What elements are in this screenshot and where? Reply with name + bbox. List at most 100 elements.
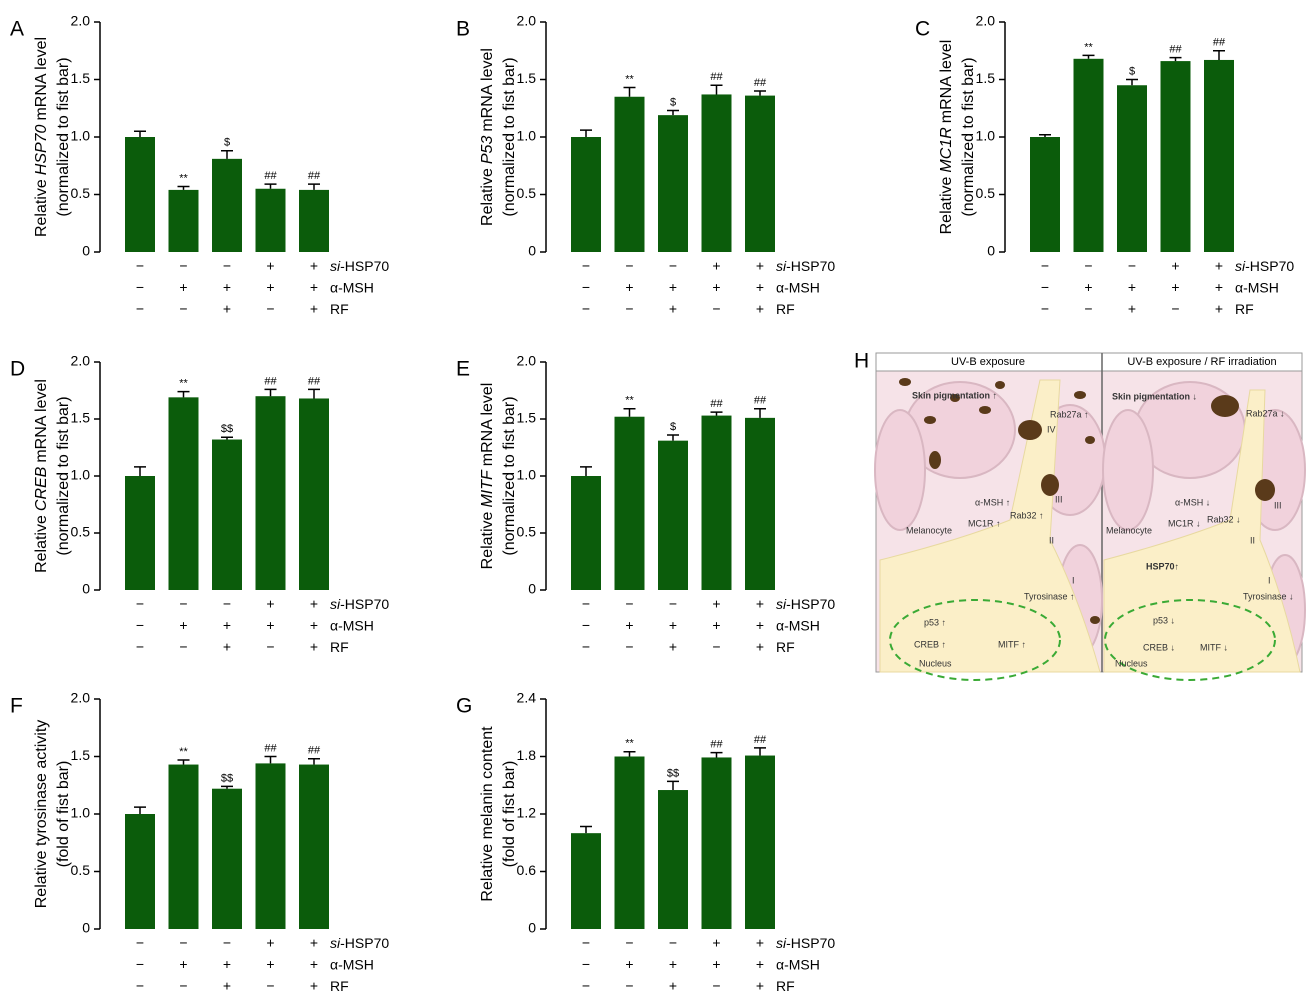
- condition-label: RF: [776, 301, 795, 317]
- diagram-label: MITF ↓: [1200, 642, 1228, 652]
- significance-label: $: [670, 421, 676, 433]
- diagram-label: I: [1268, 575, 1271, 585]
- y-axis-label-part: Relative: [33, 515, 50, 573]
- bar: [571, 137, 601, 252]
- error-bar: [580, 826, 592, 833]
- error-bar: [221, 786, 233, 788]
- diagram-header: UV-B exposure / RF irradiation: [1127, 356, 1276, 368]
- condition-sign: +: [1215, 301, 1223, 317]
- condition-label-part: -HSP70: [786, 258, 835, 274]
- diagram-label: α-MSH ↑: [975, 497, 1010, 507]
- y-tick-label: 2.0: [71, 13, 91, 29]
- error-bar: [754, 748, 766, 756]
- condition-sign: +: [223, 956, 231, 972]
- condition-sign: −: [223, 935, 231, 951]
- y-tick-label: 1.5: [517, 70, 537, 86]
- condition-sign: −: [1041, 279, 1049, 295]
- condition-sign: −: [1084, 301, 1092, 317]
- significance-label: $: [670, 96, 676, 108]
- y-axis-label: RelativeP53mRNA level: [479, 48, 496, 226]
- condition-label: α-MSH: [1235, 279, 1279, 295]
- y-tick-label: 1.0: [517, 467, 537, 483]
- y-axis-label: RelativeMITFmRNA level: [479, 383, 496, 570]
- panel-label: A: [10, 18, 24, 41]
- condition-sign: +: [223, 639, 231, 655]
- condition-sign: +: [310, 596, 318, 612]
- condition-sign: +: [712, 956, 720, 972]
- panel-label: B: [456, 18, 470, 41]
- condition-sign: +: [1084, 279, 1092, 295]
- significance-label: **: [625, 738, 634, 750]
- y-axis-label-part: CREB: [33, 466, 50, 511]
- error-bar: [178, 186, 190, 189]
- condition-sign: −: [582, 617, 590, 633]
- diagram-label: MC1R ↓: [1168, 518, 1201, 528]
- panel-label: F: [10, 695, 23, 718]
- condition-label-part: RF: [330, 301, 349, 317]
- y-tick-label: 1.8: [517, 747, 537, 763]
- significance-label: ##: [710, 739, 723, 751]
- bar: [615, 757, 645, 930]
- condition-sign: +: [223, 279, 231, 295]
- bar: [745, 756, 775, 929]
- condition-sign: −: [712, 978, 720, 994]
- diagram-label: Tyrosinase ↓: [1243, 591, 1294, 601]
- diagram-label: Skin pigmentation ↓: [1112, 391, 1197, 401]
- diagram-label: p53 ↓: [1153, 615, 1175, 625]
- error-bar: [265, 184, 277, 189]
- y-axis-label-part: Relative tyrosinase activity: [33, 720, 50, 909]
- bar: [125, 476, 155, 590]
- condition-sign: +: [266, 935, 274, 951]
- diagram-label: III: [1274, 500, 1282, 510]
- diagram-label: Melanocyte: [1106, 525, 1152, 535]
- y-tick-label: 2.4: [517, 690, 537, 706]
- y-axis-label: RelativeHSP70mRNA level: [33, 37, 50, 237]
- significance-label: ##: [264, 170, 277, 182]
- condition-sign: +: [1215, 258, 1223, 274]
- significance-label: $$: [667, 767, 679, 779]
- diagram-label: IV: [1047, 424, 1056, 434]
- error-bar: [178, 760, 190, 765]
- condition-label: RF: [330, 301, 349, 317]
- panel-label: D: [10, 358, 25, 381]
- condition-label: si-HSP70: [776, 935, 835, 951]
- bar: [125, 137, 155, 252]
- condition-label-part: α-MSH: [776, 956, 820, 972]
- condition-sign: +: [223, 617, 231, 633]
- diagram-label: Nucleus: [919, 658, 952, 668]
- error-bar: [580, 467, 592, 476]
- error-bar: [1170, 58, 1182, 61]
- significance-label: **: [179, 172, 188, 184]
- bar: [256, 396, 286, 590]
- error-bar: [1126, 80, 1138, 86]
- diagram-label: III: [1055, 494, 1063, 504]
- diagram-label: II: [1250, 535, 1255, 545]
- bar: [169, 397, 199, 590]
- condition-sign: −: [582, 596, 590, 612]
- condition-label-part: α-MSH: [330, 279, 374, 295]
- condition-label-part: α-MSH: [776, 279, 820, 295]
- condition-sign: +: [179, 279, 187, 295]
- condition-sign: +: [310, 258, 318, 274]
- condition-label: α-MSH: [776, 956, 820, 972]
- significance-label: ##: [1169, 44, 1182, 56]
- condition-sign: +: [756, 935, 764, 951]
- y-axis-label: (normalized to fist bar): [501, 57, 518, 216]
- bar: [571, 476, 601, 590]
- error-bar: [711, 85, 723, 94]
- diagram-label: II: [1049, 535, 1054, 545]
- error-bar: [667, 435, 679, 441]
- y-tick-label: 1.2: [517, 805, 537, 821]
- condition-sign: −: [179, 301, 187, 317]
- condition-label-part: RF: [330, 978, 349, 994]
- condition-sign: +: [712, 617, 720, 633]
- error-bar: [711, 753, 723, 758]
- bar: [702, 757, 732, 929]
- y-tick-label: 1.0: [976, 128, 996, 144]
- error-bar: [624, 88, 636, 97]
- error-bar: [1083, 55, 1095, 58]
- condition-sign: −: [266, 639, 274, 655]
- condition-label-part: -HSP70: [786, 596, 835, 612]
- condition-sign: +: [712, 935, 720, 951]
- error-bar: [754, 91, 766, 96]
